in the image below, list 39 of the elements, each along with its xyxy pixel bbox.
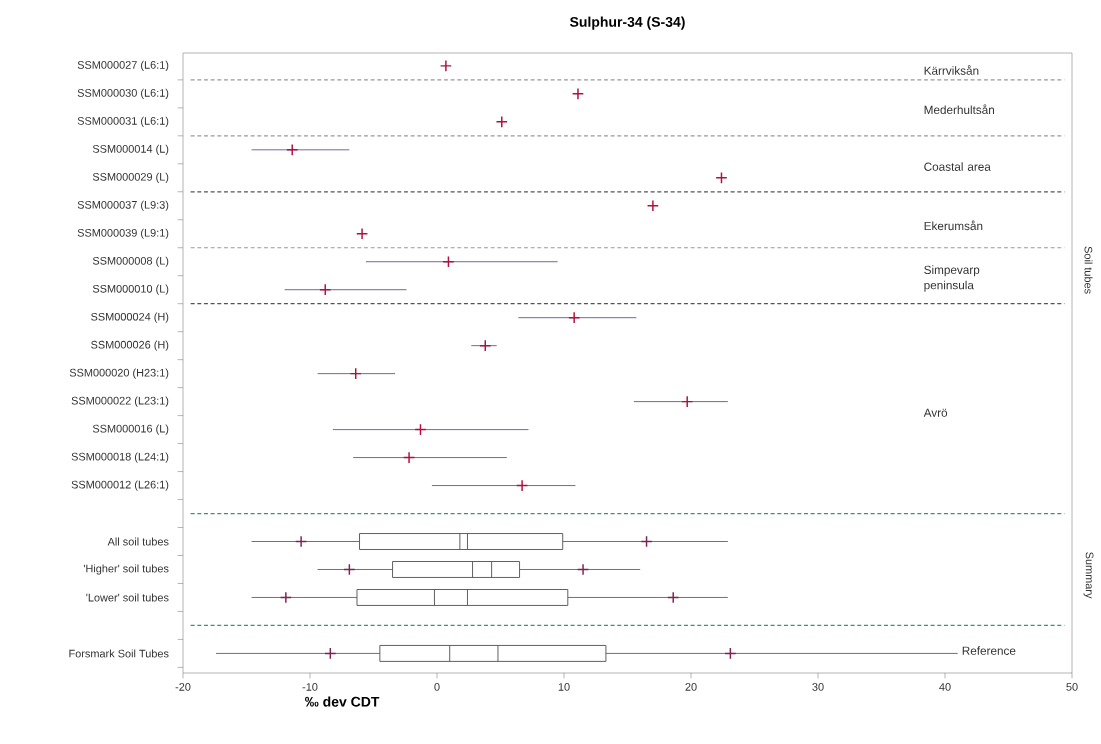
x-tick-label: 30 <box>812 683 824 691</box>
y-tick-label: SSM000020 (H23:1) <box>69 368 169 379</box>
annotation: Kärrviksån <box>924 65 979 75</box>
x-tick-label: -10 <box>302 683 318 691</box>
y-tick-label: SSM000027 (L6:1) <box>77 60 169 71</box>
y-tick-label: 'Lower' soil tubes <box>86 593 169 602</box>
y-tick-label: SSM000018 (L24:1) <box>71 452 169 463</box>
y-tick-label: SSM000014 (L) <box>92 144 169 155</box>
x-tick-label: 40 <box>939 683 951 691</box>
annotation: Ekerumsån <box>924 220 983 231</box>
y-tick-label: SSM000010 (L) <box>92 284 169 295</box>
y-tick-label: SSM000016 (L) <box>92 424 169 435</box>
x-tick-label: 50 <box>1066 683 1078 691</box>
chart-title: Sulphur-34 (S-34) <box>569 16 685 30</box>
annotation: Simpevarp peninsula <box>924 265 980 292</box>
annotation: Mederhultsån <box>924 104 995 115</box>
y-tick-label: SSM000029 (L) <box>92 172 169 183</box>
y-tick-label: SSM000031 (L6:1) <box>77 116 169 127</box>
y-tick-label: SSM000037 (L9:3) <box>77 200 169 211</box>
x-tick-label: 10 <box>558 683 570 691</box>
y-tick-label: Forsmark Soil Tubes <box>69 649 169 658</box>
y-tick-label: SSM000022 (L23:1) <box>71 396 169 407</box>
y-tick-label: SSM000008 (L) <box>92 256 169 267</box>
text: Soil tubes <box>1084 246 1093 294</box>
x-tick-label: 20 <box>685 683 697 691</box>
annotation: Reference <box>962 646 1016 655</box>
y-tick-label: SSM000026 (H) <box>91 340 169 351</box>
x-tick-label: 0 <box>434 683 440 691</box>
annotation: Avrö <box>923 408 948 417</box>
y-tick-label: 'Higher' soil tubes <box>83 564 169 575</box>
annotation: Coastal area <box>924 162 991 171</box>
y-tick-label: SSM000030 (L6:1) <box>77 88 169 99</box>
x-axis-title: ‰ dev CDT <box>305 696 380 707</box>
y-tick-label: SSM000012 (L26:1) <box>71 480 169 491</box>
y-tick-label: All soil tubes <box>107 537 169 546</box>
y-tick-label: SSM000039 (L9:1) <box>77 228 169 239</box>
x-tick-label: -20 <box>175 683 191 691</box>
text: Summary <box>1083 552 1094 599</box>
y-tick-label: SSM000024 (H) <box>91 312 169 323</box>
